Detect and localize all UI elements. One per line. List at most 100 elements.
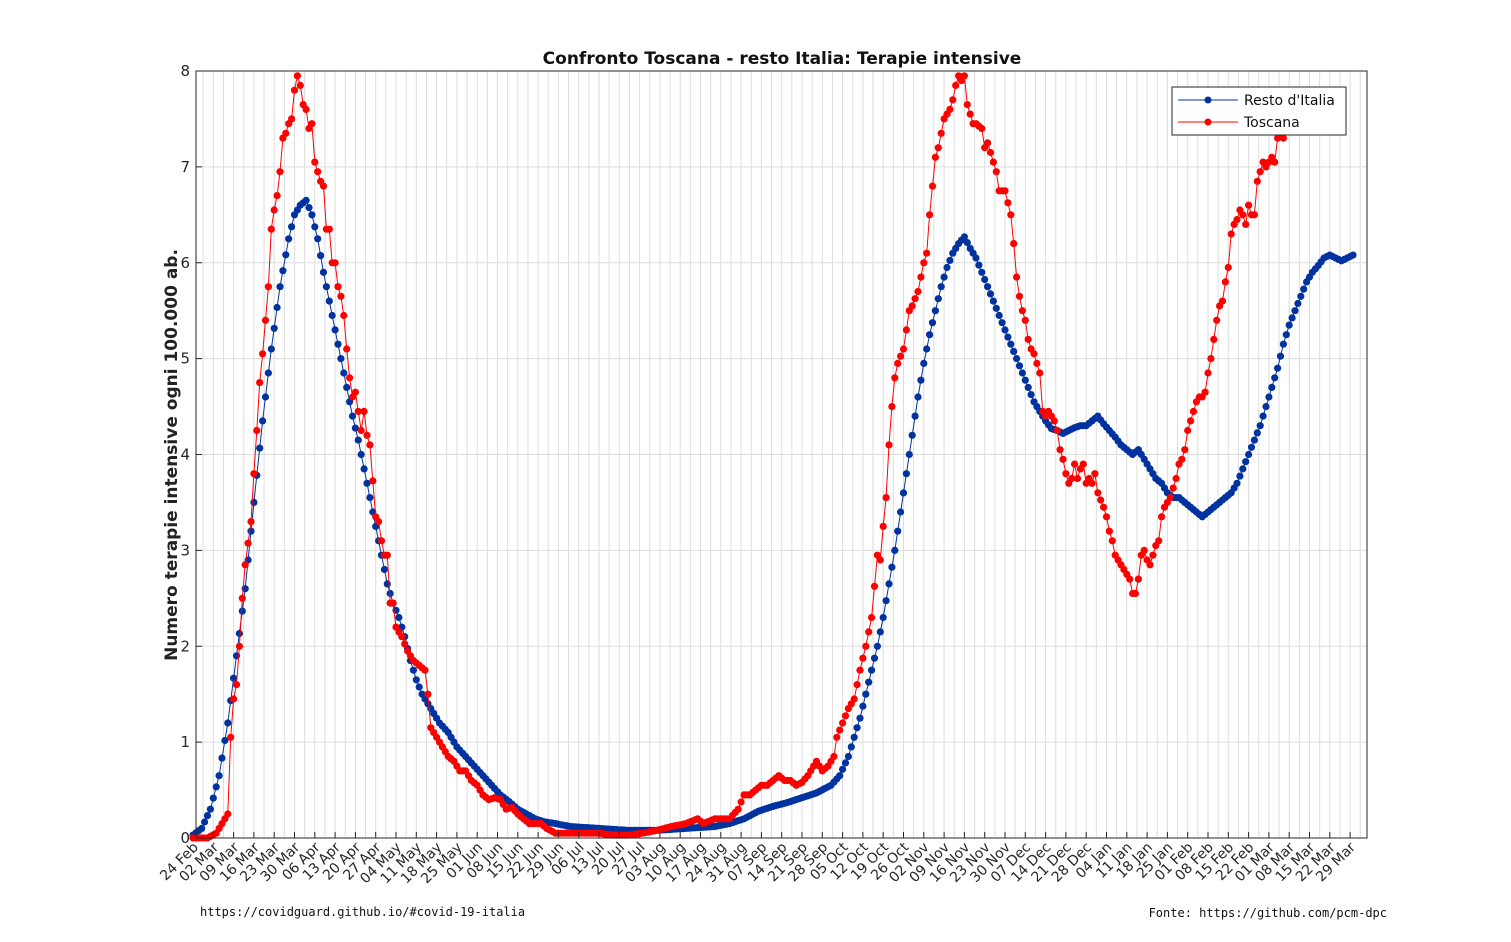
series-point [1053,426,1061,435]
series-point [1033,359,1041,367]
series-point [215,772,223,780]
legend[interactable]: Resto d'Italia Toscana [1171,86,1347,136]
footer-source-right[interactable]: Fonte: https://github.com/pcm-dpc [1149,906,1387,920]
series-point [934,144,942,152]
series-point [331,326,339,334]
series-toscana [189,72,1293,842]
series-point [1001,326,1009,334]
series-point [908,302,916,310]
series-point [421,666,429,674]
series-point [261,393,270,401]
legend-marker-resto-italia [1204,96,1212,104]
series-point [267,225,275,233]
series-point [389,599,397,607]
series-point [1018,307,1026,315]
series-point [1068,474,1076,483]
series-point [1236,472,1244,480]
series-point [311,223,319,231]
series-point [928,182,937,190]
series-point [1239,465,1247,473]
series-point [1131,589,1140,598]
series-point [380,565,388,574]
series-point [1056,446,1064,454]
series-point [937,129,945,137]
series-point [1126,575,1134,583]
series-point [1204,369,1212,377]
series-point [1030,350,1038,358]
series-point [873,642,882,650]
series-point [1108,537,1116,545]
y-tick-label: 6 [180,254,190,272]
series-point [850,733,858,741]
series-point [238,607,246,615]
series-point [401,640,409,648]
footer-source-left[interactable]: https://covidguard.github.io/#covid-19-i… [200,905,525,919]
series-point [960,233,969,241]
series-point [1262,403,1270,411]
series-point [1001,187,1009,195]
series-point [340,369,348,377]
series-point [235,642,243,650]
series-point [1071,460,1079,468]
series-point [322,283,330,291]
series-point [311,158,319,166]
series-point [856,666,864,674]
series-point [1158,513,1166,521]
series-point [850,695,858,703]
series-point [1100,503,1108,511]
legend-box [1171,86,1347,136]
series-point [198,824,206,833]
legend-item-resto-italia[interactable]: Resto d'Italia [1178,93,1335,109]
series-point [978,268,986,276]
series-point [981,275,989,284]
y-axis: 0 1 2 3 4 5 6 7 8 [180,62,202,847]
series-point [334,340,342,348]
series-point [218,754,226,762]
series-point [972,254,980,262]
series-point [1024,383,1032,391]
series-point [940,273,948,281]
series-point [923,249,931,257]
series-point [1250,436,1258,444]
series-point [1233,479,1241,487]
series-point [305,204,313,212]
legend-item-toscana[interactable]: Toscana [1178,115,1300,131]
series-point [1021,376,1029,384]
series-point [870,654,879,662]
series-point [897,352,905,360]
series-point [273,303,281,312]
series-point [351,424,359,432]
series-point [734,805,742,813]
series-point [343,383,351,391]
grid-lines [196,71,1367,838]
series-point [270,206,278,214]
series-point [244,539,252,547]
series-point [737,798,745,806]
series-point [383,580,391,588]
series-point [279,267,287,275]
series-point [844,752,853,761]
series-point [1279,134,1287,142]
series-point [247,518,255,526]
series-point [833,733,841,741]
series-point [920,359,928,367]
series-point [1227,230,1235,238]
series-point [302,105,310,113]
series-point [256,379,264,387]
series-point [1245,201,1253,209]
series-point [1221,278,1229,286]
series-point [348,412,357,420]
series-point [290,86,299,94]
series-point [894,359,902,367]
series-point [1242,220,1250,228]
series-point [1010,347,1018,355]
series-point [862,642,870,650]
series-point [949,96,957,104]
series-point [1172,474,1180,483]
series-point [319,268,328,276]
series-point [1050,417,1058,425]
y-tick-label: 1 [180,733,190,751]
series-point [1271,158,1279,166]
series-point [888,563,896,571]
series-point [357,450,365,459]
